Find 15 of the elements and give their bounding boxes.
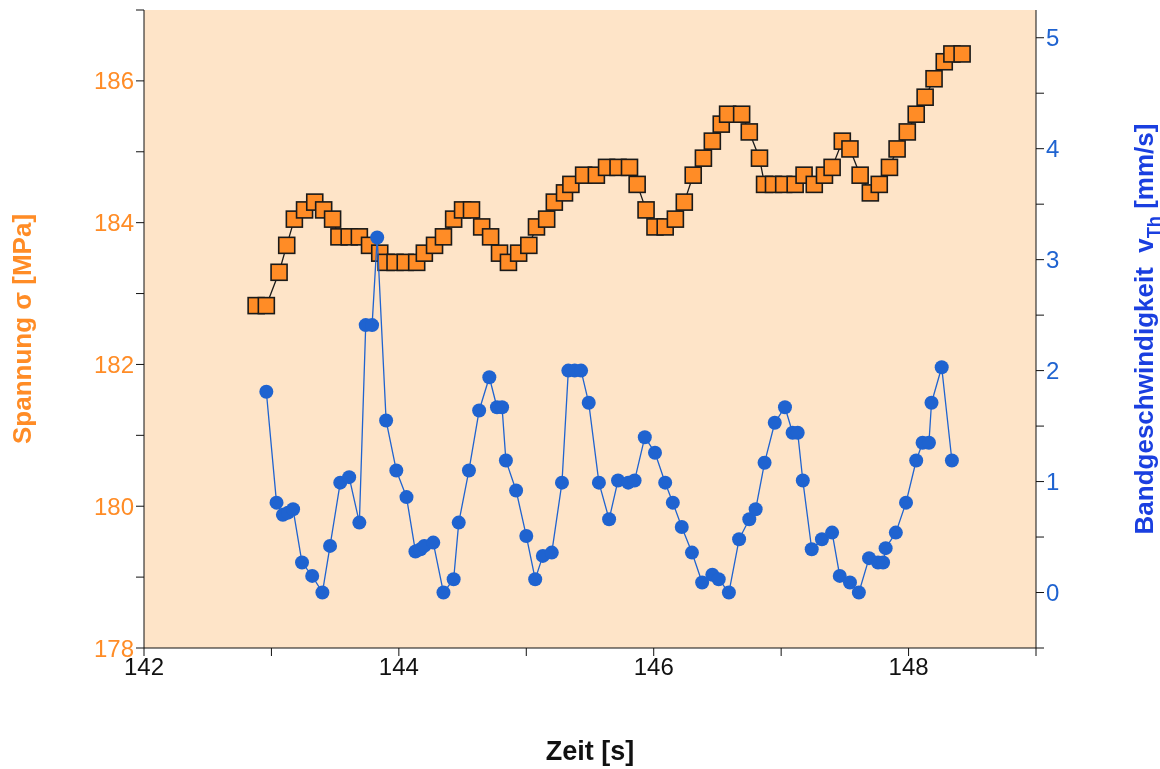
y2-tick-label: 1: [1046, 468, 1060, 496]
x-tick-label: 146: [633, 653, 674, 681]
x-tick-label: 144: [378, 653, 419, 681]
y-tick-label: 182: [93, 350, 134, 378]
y-tick-label: 186: [93, 67, 134, 95]
y-tick-label: 184: [93, 209, 134, 237]
y2-tick-label: 5: [1046, 24, 1060, 52]
y2-tick-label: 3: [1046, 246, 1060, 274]
x-tick-label: 148: [888, 653, 929, 681]
y2-tick-label: 4: [1046, 135, 1060, 163]
y2-tick-label: 0: [1046, 579, 1060, 607]
x-axis-title: Zeit [s]: [545, 736, 635, 766]
y-tick-label: 180: [93, 492, 134, 520]
y2-tick-label: 2: [1046, 357, 1060, 385]
y-axis-title: Spannung σ [MPa]: [7, 213, 37, 445]
